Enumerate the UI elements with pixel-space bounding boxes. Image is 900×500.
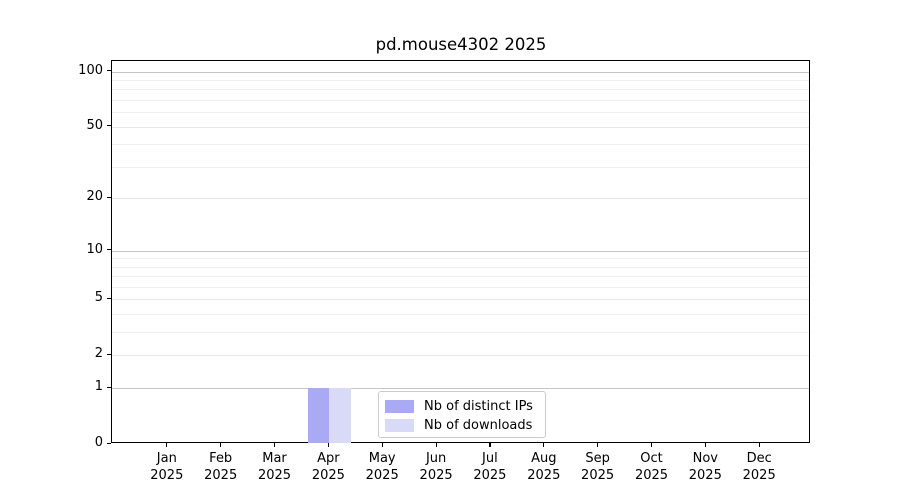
x-tick-label: Sep 2025 xyxy=(581,451,615,483)
x-tick-mark xyxy=(274,443,276,447)
x-tick-label: Feb 2025 xyxy=(204,451,238,483)
gridline-minor xyxy=(112,258,809,260)
x-tick-mark xyxy=(597,443,599,447)
x-tick-label: Jun 2025 xyxy=(419,451,453,483)
x-tick-label: May 2025 xyxy=(365,451,399,483)
x-tick-mark xyxy=(166,443,168,447)
y-tick-mark xyxy=(107,249,111,251)
x-tick-label: Dec 2025 xyxy=(742,451,776,483)
x-tick-label: Aug 2025 xyxy=(527,451,561,483)
y-tick-label: 10 xyxy=(86,241,103,257)
y-tick-label: 100 xyxy=(78,62,103,78)
legend-swatch-downloads xyxy=(385,419,414,432)
y-tick-mark xyxy=(107,70,111,72)
gridline-minor xyxy=(112,332,809,334)
bar-distinct-ips-apr xyxy=(307,388,330,443)
x-tick-mark xyxy=(489,443,491,447)
gridline-50 xyxy=(112,126,809,128)
gridline-minor xyxy=(112,89,809,91)
legend-label-distinct-ips: Nb of distinct IPs xyxy=(424,399,533,414)
gridline-5 xyxy=(112,299,809,301)
x-tick-mark xyxy=(543,443,545,447)
y-tick-label: 5 xyxy=(94,290,103,306)
gridline-minor xyxy=(112,99,809,101)
y-tick-label: 50 xyxy=(86,117,103,133)
gridline-2 xyxy=(112,355,809,357)
bar-downloads-apr xyxy=(329,388,351,443)
plot-area: Nb of distinct IPs Nb of downloads xyxy=(111,60,810,443)
y-tick-label: 1 xyxy=(94,379,103,395)
gridline-minor xyxy=(112,112,809,114)
x-tick-mark xyxy=(435,443,437,447)
x-tick-label: Jan 2025 xyxy=(150,451,184,483)
legend-item-downloads: Nb of downloads xyxy=(385,417,545,434)
y-tick-mark xyxy=(107,353,111,355)
y-tick-mark xyxy=(107,386,111,388)
x-tick-label: Mar 2025 xyxy=(257,451,292,483)
gridline-minor xyxy=(112,144,809,146)
y-tick-label: 0 xyxy=(94,435,103,450)
x-tick-label: Apr 2025 xyxy=(311,451,345,483)
gridline-100 xyxy=(112,71,809,73)
y-tick-label: 20 xyxy=(86,189,103,205)
legend-item-distinct-ips: Nb of distinct IPs xyxy=(385,398,545,415)
x-tick-label: Oct 2025 xyxy=(634,451,669,483)
x-tick-mark xyxy=(704,443,706,447)
legend-label-downloads: Nb of downloads xyxy=(424,418,533,433)
gridline-20 xyxy=(112,198,809,200)
gridline-minor xyxy=(112,79,809,81)
gridline-minor xyxy=(112,266,809,268)
x-tick-mark xyxy=(381,443,383,447)
gridline-10 xyxy=(112,250,809,252)
legend-swatch-distinct-ips xyxy=(385,400,414,413)
gridline-minor xyxy=(112,286,809,288)
gridline-minor xyxy=(112,166,809,168)
x-tick-mark xyxy=(651,443,653,447)
x-tick-label: Nov 2025 xyxy=(688,451,722,483)
chart-title: pd.mouse4302 2025 xyxy=(375,35,547,54)
y-tick-mark xyxy=(107,442,111,444)
y-tick-mark xyxy=(107,297,111,300)
gridline-minor xyxy=(112,276,809,278)
x-tick-label: Jul 2025 xyxy=(473,451,507,483)
x-tick-mark xyxy=(758,443,760,447)
y-tick-label: 2 xyxy=(94,346,103,362)
y-tick-mark xyxy=(107,125,111,127)
x-tick-mark xyxy=(220,443,222,447)
y-tick-mark xyxy=(107,196,111,198)
legend: Nb of distinct IPs Nb of downloads xyxy=(378,391,546,438)
gridline-1 xyxy=(112,388,809,390)
gridline-minor xyxy=(112,314,809,316)
x-tick-mark xyxy=(327,443,330,447)
